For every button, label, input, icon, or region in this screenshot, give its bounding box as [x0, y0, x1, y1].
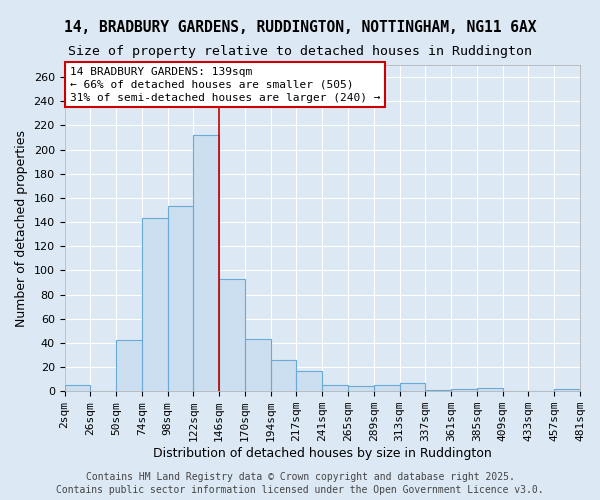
Text: Size of property relative to detached houses in Ruddington: Size of property relative to detached ho…	[68, 45, 532, 58]
X-axis label: Distribution of detached houses by size in Ruddington: Distribution of detached houses by size …	[153, 447, 491, 460]
Text: 14, BRADBURY GARDENS, RUDDINGTON, NOTTINGHAM, NG11 6AX: 14, BRADBURY GARDENS, RUDDINGTON, NOTTIN…	[64, 20, 536, 35]
Y-axis label: Number of detached properties: Number of detached properties	[15, 130, 28, 326]
Text: Contains HM Land Registry data © Crown copyright and database right 2025.
Contai: Contains HM Land Registry data © Crown c…	[56, 472, 544, 495]
Text: 14 BRADBURY GARDENS: 139sqm
← 66% of detached houses are smaller (505)
31% of se: 14 BRADBURY GARDENS: 139sqm ← 66% of det…	[70, 66, 380, 103]
